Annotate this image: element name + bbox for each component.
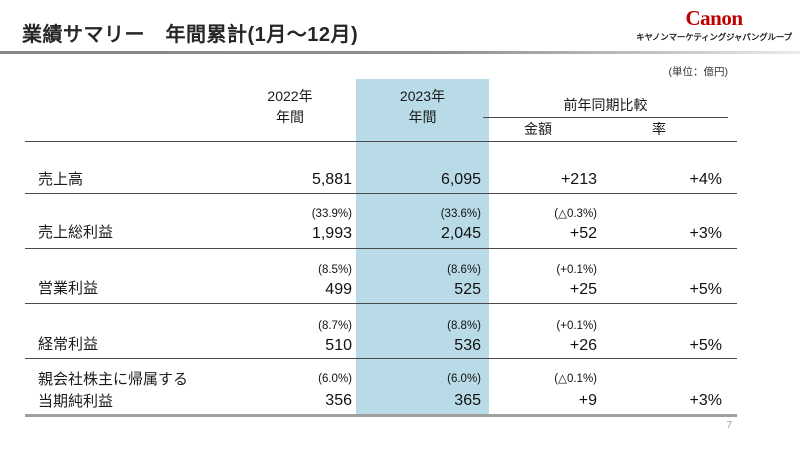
page-number: 7 (726, 420, 732, 431)
cell-rate-gross-profit: +3% (689, 225, 722, 242)
cell-diff-ordinary-profit: +26 (569, 337, 597, 354)
canon-wordmark: Canon (685, 6, 743, 30)
cell-2023-pct-gross-profit: (33.6%) (440, 208, 481, 220)
header-divider (25, 141, 737, 142)
column-header-comparison: 前年同期比較 (563, 97, 648, 113)
cell-2022-pct-net-income: (6.0%) (318, 373, 352, 385)
canon-logo: Canon キヤノンマーケティングジャパングループ (628, 8, 800, 43)
row-label-gross-profit: 売上総利益 (38, 224, 114, 241)
cell-rate-net-sales: +4% (689, 171, 722, 188)
cell-2022-net-sales: 5,881 (311, 171, 352, 188)
comparison-underline (483, 117, 728, 118)
cell-diff-pct-ordinary-profit: (+0.1%) (556, 320, 597, 332)
cell-diff-pct-net-income: (△0.1%) (554, 373, 597, 385)
cell-2022-pct-operating-profit: (8.5%) (318, 264, 352, 276)
column-header-2023-line2: 年間 (408, 109, 437, 125)
cell-2023-operating-profit: 525 (454, 281, 481, 298)
cell-2023-ordinary-profit: 536 (454, 337, 481, 354)
table-bottom-border (25, 414, 737, 417)
cell-diff-pct-operating-profit: (+0.1%) (556, 264, 597, 276)
column-header-2023: 2023年 年間 (358, 86, 487, 128)
row-label-net-income-line2: 当期純利益 (38, 393, 114, 410)
cell-2022-pct-ordinary-profit: (8.7%) (318, 320, 352, 332)
canon-group-subtitle: キヤノンマーケティングジャパングループ (636, 32, 792, 42)
row-divider (25, 193, 737, 194)
cell-diff-gross-profit: +52 (569, 225, 597, 242)
cell-2022-operating-profit: 499 (325, 281, 352, 298)
page-title: 業績サマリー 年間累計(1月～12月) (22, 24, 359, 46)
column-header-2022: 2022年 年間 (230, 86, 350, 128)
cell-diff-net-income: +9 (578, 392, 597, 409)
row-divider (25, 248, 737, 249)
cell-rate-operating-profit: +5% (689, 281, 722, 298)
cell-2022-gross-profit: 1,993 (311, 225, 352, 242)
cell-2022-ordinary-profit: 510 (325, 337, 352, 354)
column-header-rate: 率 (652, 121, 666, 137)
cell-2023-pct-ordinary-profit: (8.8%) (447, 320, 481, 332)
cell-2023-pct-operating-profit: (8.6%) (447, 264, 481, 276)
row-label-net-income-line1: 親会社株主に帰属する (38, 371, 189, 388)
column-header-2022-line1: 2022年 (267, 88, 313, 104)
row-label-net-income: 親会社株主に帰属する 当期純利益 (38, 369, 188, 413)
column-header-amount: 金額 (524, 121, 552, 137)
cell-2023-pct-net-income: (6.0%) (447, 373, 481, 385)
cell-rate-ordinary-profit: +5% (689, 337, 722, 354)
highlight-2023-column (356, 79, 489, 415)
cell-rate-net-income: +3% (689, 392, 722, 409)
title-divider (0, 51, 800, 54)
row-divider (25, 303, 737, 304)
cell-2022-pct-gross-profit: (33.9%) (311, 208, 352, 220)
cell-diff-operating-profit: +25 (569, 281, 597, 298)
row-label-operating-profit: 営業利益 (38, 280, 99, 297)
row-label-ordinary-profit: 経常利益 (38, 336, 99, 353)
column-header-2023-line1: 2023年 (399, 88, 446, 104)
cell-2022-net-income: 356 (325, 392, 352, 409)
cell-2023-net-income: 365 (454, 392, 481, 409)
column-header-2022-line2: 年間 (276, 109, 304, 125)
row-divider (25, 358, 737, 359)
row-label-net-sales: 売上高 (38, 171, 84, 188)
cell-diff-net-sales: +213 (560, 171, 597, 188)
cell-2023-gross-profit: 2,045 (440, 225, 481, 242)
unit-note: (単位：億円) (668, 66, 729, 78)
cell-diff-pct-gross-profit: (△0.3%) (554, 208, 597, 220)
cell-2023-net-sales: 6,095 (440, 171, 481, 188)
